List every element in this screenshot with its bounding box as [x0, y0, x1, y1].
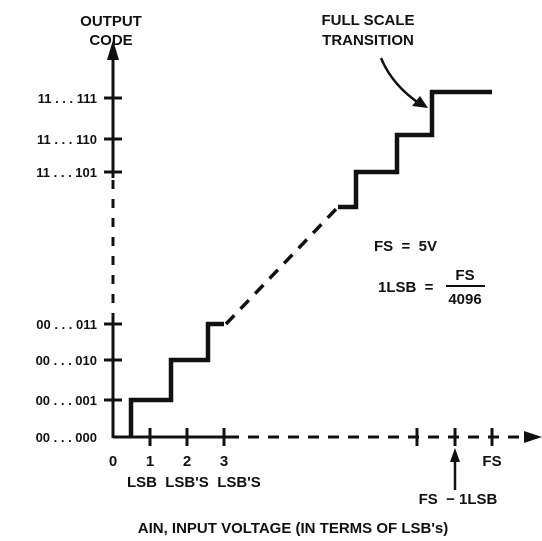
one-lsb-equation: 1LSB =: [378, 279, 434, 296]
full-scale-label-line1: FULL SCALE: [321, 12, 414, 29]
x-tick-label-two: 2: [183, 453, 191, 470]
full-scale-pointer: [379, 57, 421, 106]
y-code-label: 00 . . . 011: [36, 317, 97, 332]
y-ticks: [104, 96, 122, 402]
x-tick-unit-lsb: LSB: [127, 474, 157, 491]
y-code-label: 00 . . . 010: [36, 353, 97, 368]
x-tick-label-three: 3: [220, 453, 228, 470]
y-axis-arrow-icon: [107, 40, 119, 60]
x-tick-label-one: 1: [146, 453, 154, 470]
fs-minus-arrowhead-icon: [450, 448, 460, 462]
y-axis-title-line2: CODE: [89, 32, 132, 49]
staircase-upper: [338, 89, 492, 210]
staircase-lower: [128, 321, 224, 437]
x-tick-unit-lsbs: LSB'S: [217, 474, 261, 491]
x-tick-unit-lsbs: LSB'S: [165, 474, 209, 491]
y-code-label: 11 . . . 111: [38, 91, 97, 106]
fs-equation: FS = 5V: [374, 238, 437, 255]
fraction-denominator: 4096: [448, 291, 481, 308]
x-tick-label-zero: 0: [109, 453, 117, 470]
fs-minus-lsb-label: FS − 1LSB: [419, 491, 498, 508]
staircase-dashed: [224, 205, 340, 326]
y-code-label: 11 . . . 101: [36, 165, 97, 180]
y-code-label: 00 . . . 001: [36, 393, 97, 408]
y-axis-title-line1: OUTPUT: [80, 13, 142, 30]
x-tick-label-fs: FS: [482, 453, 501, 470]
x-axis-title: AIN, INPUT VOLTAGE (IN TERMS OF LSB's): [138, 520, 449, 537]
full-scale-arrowhead-icon: [412, 96, 428, 108]
y-code-label: 00 . . . 000: [36, 430, 97, 445]
fraction-numerator: FS: [455, 267, 474, 284]
full-scale-label-line2: TRANSITION: [322, 32, 414, 49]
x-axis-arrow-icon: [524, 431, 542, 443]
x-ticks: [148, 428, 494, 446]
y-code-label: 11 . . . 110: [37, 132, 97, 147]
